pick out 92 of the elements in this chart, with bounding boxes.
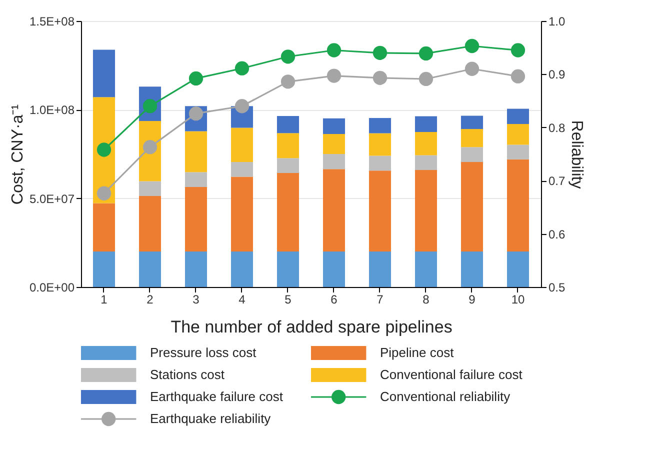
bar [369,252,391,287]
point [96,186,112,200]
x-tick-label: 8 [422,292,430,306]
bar [231,176,253,252]
point [280,74,296,89]
bar [415,155,437,170]
bar [323,154,345,170]
bar [277,158,299,173]
point [510,43,526,58]
bar [185,252,207,287]
bar [323,118,345,134]
bar [369,170,391,252]
bar [185,131,207,172]
y2-tick-label: 0.5 [548,280,566,294]
bar [231,252,253,287]
bar [93,203,115,252]
x-tick-label: 9 [468,292,476,306]
bar [369,133,391,156]
legend-label: Pressure loss cost [150,345,257,360]
point [234,99,250,114]
bar [461,128,483,148]
bar [277,172,299,252]
x-axis-title: The number of added spare pipelines [170,318,452,336]
x-tick-label: 3 [192,292,200,306]
bar [323,169,345,252]
x-tick-label: 7 [376,292,384,306]
y2-tick-label: 0.8 [548,120,566,135]
y2-tick-label: 0.6 [548,227,566,242]
bar [369,118,391,134]
y-tick-label: 1.0E+08 [29,103,75,118]
point [326,43,342,58]
x-tick-label: 6 [330,292,338,306]
x-tick-label: 4 [238,292,246,306]
point [464,62,480,76]
bar [139,252,161,287]
bar [323,134,345,154]
y-tick-label: 5.0E+07 [29,192,75,206]
bar [185,172,207,187]
bar [507,252,529,287]
bar [277,252,299,287]
bar [231,162,253,177]
point [142,140,158,154]
x-tick-label: 10 [511,292,525,306]
bar [461,116,483,129]
bar [93,50,115,98]
bar [139,196,161,252]
bar [231,128,253,162]
point [464,38,480,54]
y2-tick-label: 0.7 [548,174,566,188]
bar [461,252,483,287]
bar [139,181,161,196]
y2-axis-title: Reliability [568,120,586,189]
bar [415,170,437,252]
bar [185,186,207,252]
bar [369,156,391,171]
point [234,61,250,76]
bar [415,132,437,156]
bar [277,133,299,158]
legend-label: Conventional reliability [380,389,511,404]
legend-label: Conventional failure cost [380,367,523,382]
bar [415,116,437,132]
y-tick-label: 1.5E+08 [29,14,75,28]
bar [415,252,437,287]
y-tick-label: 0.0E+00 [29,280,75,294]
bar [93,252,115,287]
y2-tick-label: 0.9 [548,68,566,82]
bar [507,124,529,145]
legend-label: Stations cost [150,367,225,382]
point [418,72,434,86]
bar [507,144,529,160]
legend-label: Earthquake reliability [150,411,272,426]
y2-tick-label: 1.0 [548,14,566,28]
bar [461,147,483,162]
legend-label: Pipeline cost [380,345,454,360]
bar [461,162,483,252]
point [96,142,112,157]
point [280,50,296,64]
y-axis-title: Cost, CNY·a⁻¹ [9,104,26,205]
bar [323,252,345,287]
point [418,46,434,61]
x-tick-label: 1 [100,292,108,306]
point [372,70,388,85]
point [510,69,526,84]
point [372,46,388,60]
bar [507,108,529,124]
point [188,71,204,86]
legend-label: Earthquake failure cost [150,389,284,404]
bar [507,159,529,252]
bar [277,116,299,134]
x-tick-label: 2 [146,292,154,306]
x-tick-label: 5 [284,292,292,306]
point [326,68,342,83]
